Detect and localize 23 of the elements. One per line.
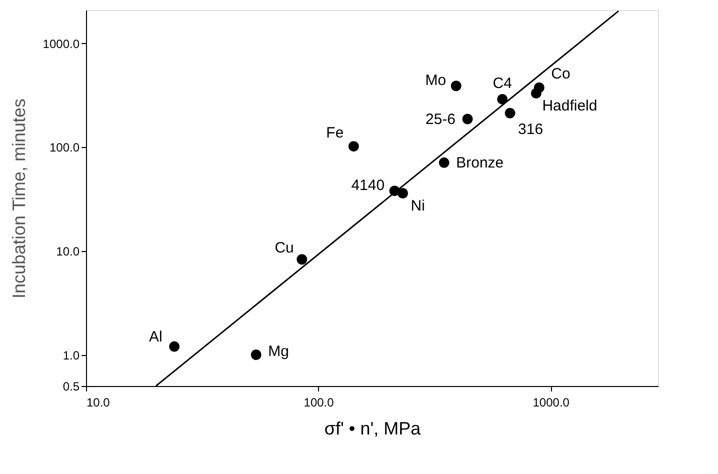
annotation: Ni bbox=[410, 197, 425, 214]
annotation: Fe bbox=[326, 124, 344, 142]
annotation: 316 bbox=[518, 121, 544, 138]
annotation: 25-6 bbox=[426, 111, 456, 128]
annotation: Hadfield bbox=[542, 97, 598, 114]
x-tick-label: 100.0 bbox=[304, 396, 334, 410]
x-tick-label: 10.0 bbox=[86, 396, 110, 410]
annotation: Co bbox=[551, 66, 570, 83]
x-tick-label: 1000.0 bbox=[532, 396, 570, 410]
annotation: Mg bbox=[268, 342, 289, 360]
annotation: Cu bbox=[274, 239, 294, 256]
y-tick-label: 10.0 bbox=[56, 244, 80, 258]
annotation: Mo bbox=[425, 72, 446, 89]
x-axis-title: σf' • n', MPa bbox=[324, 418, 422, 438]
annotation: Al bbox=[148, 328, 162, 346]
y-tick-label: 0.5 bbox=[62, 380, 80, 394]
y-tick-label: 100.0 bbox=[49, 140, 80, 155]
annotation: Bronze bbox=[456, 154, 504, 172]
annotation: C4 bbox=[492, 75, 512, 92]
y-tick-label: 1.0 bbox=[62, 348, 80, 362]
annotation: 4140 bbox=[351, 176, 385, 194]
y-tick-label: 1000.0 bbox=[42, 36, 80, 51]
y-axis-title: Incubation Time, minutes bbox=[8, 98, 29, 299]
